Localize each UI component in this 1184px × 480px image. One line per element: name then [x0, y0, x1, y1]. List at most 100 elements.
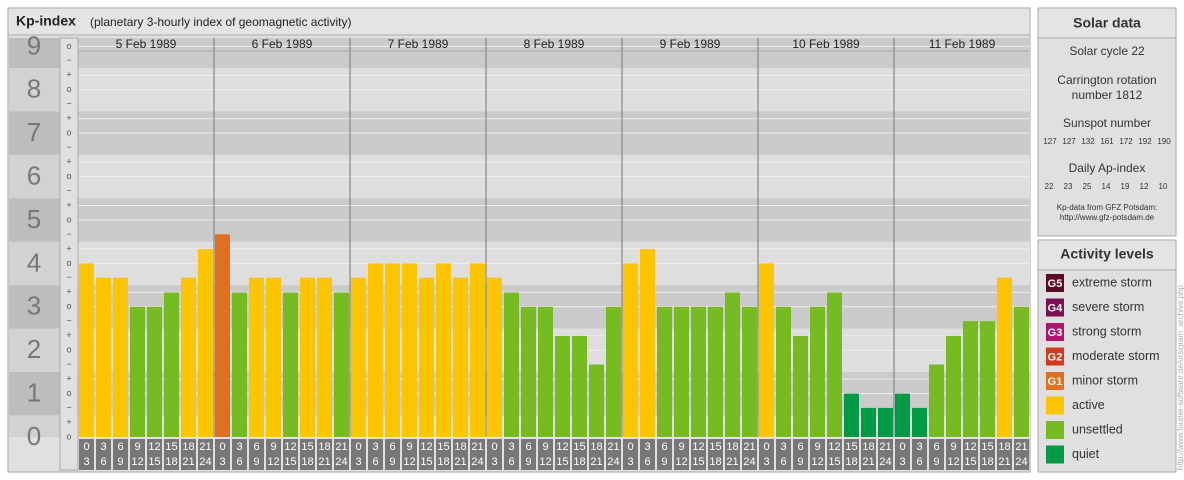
interval-start: 6: [797, 441, 803, 453]
interval-box: [555, 439, 570, 470]
interval-start: 3: [372, 441, 378, 453]
interval-box: [1014, 439, 1029, 470]
day-label: 7 Feb 1989: [388, 37, 449, 51]
interval-end: 9: [253, 456, 259, 468]
interval-end: 18: [301, 456, 313, 468]
legend-code: G3: [1048, 327, 1063, 339]
interval-start: 0: [491, 441, 497, 453]
ap-value: 10: [1159, 182, 1168, 191]
legend-swatch: [1046, 347, 1064, 366]
interval-end: 15: [692, 456, 704, 468]
legend-swatch: [1046, 396, 1064, 415]
interval-start: 9: [270, 441, 276, 453]
interval-start: 3: [100, 441, 106, 453]
legend-header: [1037, 239, 1177, 271]
interval-box: [283, 439, 298, 470]
interval-start: 21: [607, 441, 619, 453]
bar: [130, 306, 145, 437]
y-sub-label: o: [66, 258, 71, 268]
legend-label: active: [1072, 398, 1105, 412]
y-tick-label: 7: [27, 117, 41, 147]
interval-end: 6: [780, 456, 786, 468]
bar: [147, 306, 162, 437]
ap-value: 22: [1045, 182, 1054, 191]
bar: [929, 364, 944, 437]
sunspot-value: 127: [1062, 137, 1076, 146]
interval-start: 18: [454, 441, 466, 453]
interval-box: [691, 439, 706, 470]
bar: [776, 306, 791, 437]
legend-swatch: [1046, 372, 1064, 390]
y-sub-label: o: [66, 171, 71, 181]
y-sub-label: o: [66, 301, 71, 311]
interval-start: 12: [828, 441, 840, 453]
y-sub-label: +: [66, 70, 71, 80]
bar: [912, 407, 927, 437]
interval-end: 6: [100, 456, 106, 468]
interval-box: [181, 439, 196, 470]
interval-start: 3: [236, 441, 242, 453]
interval-start: 15: [437, 441, 449, 453]
interval-box: [810, 439, 825, 470]
rotation: number 1812: [1072, 88, 1143, 102]
bar: [1014, 306, 1029, 437]
interval-start: 18: [726, 441, 738, 453]
interval-start: 21: [199, 441, 211, 453]
interval-end: 15: [420, 456, 432, 468]
interval-start: 6: [253, 441, 259, 453]
bar: [844, 393, 859, 437]
interval-end: 18: [573, 456, 585, 468]
sunspot-title: Sunspot number: [1063, 116, 1151, 130]
interval-start: 15: [981, 441, 993, 453]
interval-box: [572, 439, 587, 470]
interval-start: 9: [406, 441, 412, 453]
interval-box: [368, 439, 383, 470]
sunspot-value: 172: [1119, 137, 1133, 146]
interval-end: 3: [355, 456, 361, 468]
y-sub-label: +: [66, 287, 71, 297]
day-label: 6 Feb 1989: [252, 37, 313, 51]
interval-start: 6: [389, 441, 395, 453]
legend-swatch: [1046, 274, 1064, 292]
interval-start: 18: [318, 441, 330, 453]
solar-header: [1037, 7, 1177, 39]
bar: [419, 277, 434, 437]
interval-end: 6: [644, 456, 650, 468]
interval-start: 15: [573, 441, 585, 453]
bar: [657, 306, 672, 437]
interval-start: 3: [780, 441, 786, 453]
day-label: 9 Feb 1989: [660, 37, 721, 51]
interval-end: 24: [1015, 456, 1027, 468]
bar: [113, 277, 128, 437]
interval-end: 24: [335, 456, 347, 468]
interval-box: [589, 439, 604, 470]
bar: [980, 321, 995, 437]
bar: [504, 292, 519, 437]
bar: [793, 335, 808, 437]
bar: [538, 306, 553, 437]
interval-box: [980, 439, 995, 470]
band: [78, 38, 1030, 69]
interval-end: 15: [284, 456, 296, 468]
sub-column: [59, 37, 79, 471]
interval-end: 18: [845, 456, 857, 468]
interval-start: 12: [692, 441, 704, 453]
interval-box: [759, 439, 774, 470]
legend-label: strong storm: [1072, 324, 1141, 338]
interval-end: 21: [454, 456, 466, 468]
axis-band: [9, 328, 60, 372]
y-sub-label: o: [66, 41, 71, 51]
y-sub-label: +: [66, 330, 71, 340]
ap-value: 14: [1102, 182, 1111, 191]
bar: [79, 263, 94, 437]
bar: [742, 306, 757, 437]
y-tick-label: 2: [27, 334, 41, 364]
bar: [334, 292, 349, 437]
interval-box: [232, 439, 247, 470]
interval-end: 9: [525, 456, 531, 468]
y-sub-label: o: [66, 214, 71, 224]
interval-end: 12: [675, 456, 687, 468]
interval-end: 6: [372, 456, 378, 468]
interval-start: 12: [556, 441, 568, 453]
interval-end: 9: [933, 456, 939, 468]
